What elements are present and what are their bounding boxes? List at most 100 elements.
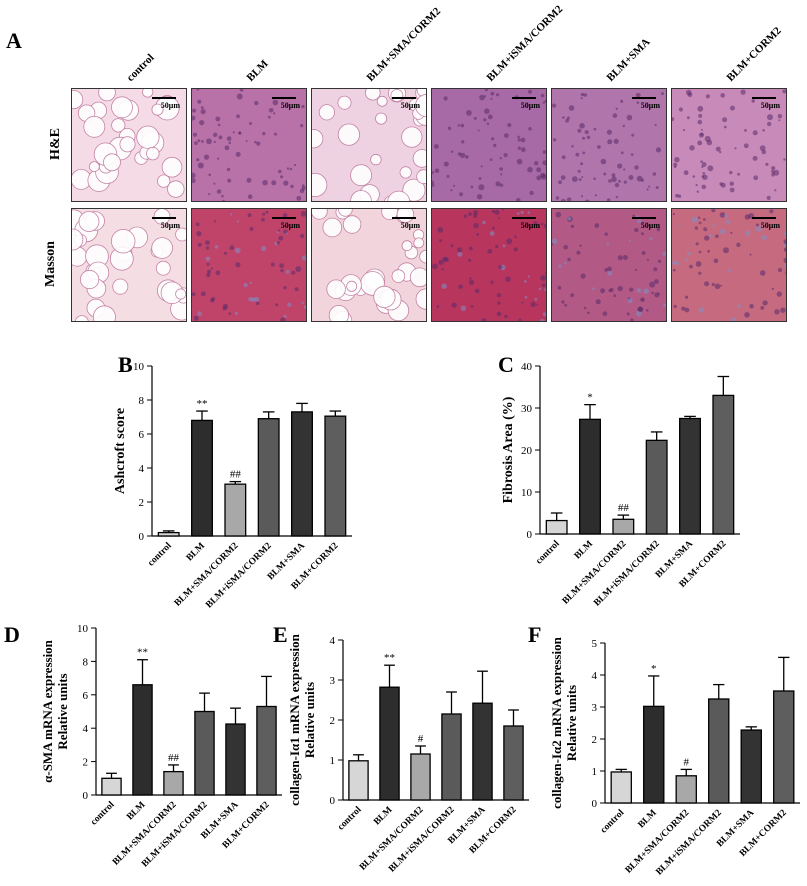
y-axis-label-units: Relative units bbox=[564, 685, 579, 761]
y-tick-label: 30 bbox=[521, 403, 533, 415]
y-tick-label: 0 bbox=[83, 790, 89, 802]
x-tick-label: control bbox=[89, 800, 117, 828]
significance-label: ** bbox=[137, 647, 148, 659]
y-tick-label: 20 bbox=[521, 445, 533, 457]
y-tick-label: 2 bbox=[83, 757, 89, 769]
x-tick-label: control bbox=[599, 808, 627, 836]
y-axis-label: Fibrosis Area (%) bbox=[501, 396, 516, 503]
bar-blm-corm2 bbox=[503, 725, 524, 801]
y-tick-label: 4 bbox=[330, 635, 336, 647]
scale-bar-label: 50μm bbox=[400, 101, 420, 110]
bar-blm-isma-corm2 bbox=[645, 439, 668, 535]
x-tick-label: BLM bbox=[573, 539, 595, 561]
y-tick-label: 5 bbox=[592, 638, 598, 650]
y-tick-label: 0 bbox=[330, 795, 336, 807]
bar-blm-sma bbox=[472, 702, 493, 801]
micrograph-image: 50μm bbox=[551, 208, 667, 322]
y-tick-label: 10 bbox=[133, 361, 145, 373]
significance-label: # bbox=[684, 756, 690, 768]
chart-asma-mrna: 0 2 4 6 8 10 α-SMA mRNA expression Relative uni… bbox=[40, 623, 282, 870]
bar-blm-isma-corm2 bbox=[708, 698, 730, 804]
y-tick-label: 1 bbox=[592, 766, 598, 778]
chart-collagen-ia1-mrna: 0 1 2 3 4 collagen-Iα1 mRNA expression Relativ… bbox=[287, 633, 529, 875]
scale-bar-label: 50μm bbox=[520, 101, 540, 110]
bar-control bbox=[157, 531, 180, 537]
scale-bar bbox=[752, 97, 776, 99]
y-tick-label: 8 bbox=[83, 656, 89, 668]
bar-control bbox=[101, 777, 122, 796]
micrograph-image: 50μm bbox=[311, 208, 427, 322]
bar-blm-sma bbox=[679, 417, 701, 535]
bar-blm bbox=[579, 418, 601, 535]
bar-blm bbox=[643, 705, 665, 804]
y-tick-label: 10 bbox=[77, 623, 89, 635]
micrograph-image: 50μm bbox=[431, 88, 547, 202]
y-axis-label: collagen-Iα2 mRNA expression bbox=[549, 636, 564, 808]
bar-blm-sma-corm2 bbox=[163, 770, 184, 796]
bar-control bbox=[348, 760, 369, 801]
scale-bar bbox=[392, 97, 416, 99]
micrograph-image: 50μm bbox=[671, 88, 787, 202]
y-tick-label: 3 bbox=[330, 675, 336, 687]
micrograph-image: 50μm bbox=[191, 208, 307, 322]
chart-fibrosis-area: 0 10 20 30 40 Fibrosis Area (%) control * BLM ## B… bbox=[501, 361, 740, 609]
scale-bar bbox=[752, 217, 776, 219]
scale-bar-label: 50μm bbox=[280, 101, 300, 110]
significance-label: ** bbox=[384, 652, 395, 664]
significance-label: ## bbox=[618, 502, 630, 514]
scale-bar bbox=[392, 217, 416, 219]
y-tick-label: 2 bbox=[330, 715, 336, 727]
bar-blm-sma-corm2 bbox=[410, 753, 431, 801]
micrograph-image: 50μm bbox=[311, 88, 427, 202]
panel-letter-f: F bbox=[528, 622, 542, 647]
bar-blm-isma-corm2 bbox=[257, 418, 280, 537]
y-axis-label: Ashcroft score bbox=[113, 408, 128, 494]
scale-bar-label: 50μm bbox=[520, 221, 540, 230]
y-tick-label: 2 bbox=[139, 497, 145, 509]
x-tick-label: BLM bbox=[372, 805, 394, 827]
significance-label: * bbox=[587, 392, 593, 404]
significance-label: # bbox=[418, 733, 424, 745]
row-label: Masson bbox=[42, 241, 58, 287]
scale-bar-label: 50μm bbox=[160, 221, 180, 230]
bar-blm-corm2 bbox=[256, 705, 277, 796]
y-tick-label: 4 bbox=[139, 463, 145, 475]
micrograph-image: 50μm bbox=[71, 208, 187, 322]
y-tick-label: 6 bbox=[83, 690, 89, 702]
x-tick-label: BLM bbox=[185, 541, 207, 563]
scale-bar bbox=[152, 97, 176, 99]
bar-blm-sma bbox=[225, 723, 246, 796]
x-tick-label: BLM+iSMA/CORM2 bbox=[654, 808, 724, 878]
bar-blm-isma-corm2 bbox=[441, 713, 462, 801]
x-tick-label: BLM bbox=[636, 808, 658, 830]
panel-letter-e: E bbox=[273, 622, 288, 647]
micrograph-image: 50μm bbox=[671, 208, 787, 322]
significance-label: ## bbox=[230, 469, 242, 481]
bar-blm-sma bbox=[291, 411, 313, 537]
x-tick-label: BLM+SMA/CORM2 bbox=[173, 541, 241, 609]
panel-letter-d: D bbox=[4, 622, 20, 647]
x-tick-label: BLM bbox=[125, 800, 147, 822]
significance-label: ## bbox=[168, 752, 180, 764]
y-axis-label-units: Relative units bbox=[302, 682, 317, 758]
scale-bar-label: 50μm bbox=[160, 101, 180, 110]
y-tick-label: 2 bbox=[592, 734, 598, 746]
y-tick-label: 4 bbox=[83, 723, 89, 735]
scale-bar-label: 50μm bbox=[640, 221, 660, 230]
y-tick-label: 0 bbox=[139, 531, 145, 543]
scale-bar-label: 50μm bbox=[760, 221, 780, 230]
column-label: BLM bbox=[244, 57, 271, 84]
bar-control bbox=[545, 519, 568, 535]
x-tick-label: control bbox=[336, 805, 364, 833]
bar-blm-corm2 bbox=[324, 415, 347, 537]
x-tick-label: control bbox=[146, 541, 174, 569]
y-tick-label: 0 bbox=[592, 798, 598, 810]
scale-bar bbox=[512, 217, 536, 219]
bar-blm-corm2 bbox=[773, 690, 795, 804]
y-axis-label: α-SMA mRNA expression bbox=[40, 639, 55, 783]
panel-letter-c: C bbox=[498, 352, 514, 377]
scale-bar bbox=[632, 217, 656, 219]
y-tick-label: 10 bbox=[521, 487, 533, 499]
y-tick-label: 40 bbox=[521, 361, 533, 373]
scale-bar bbox=[272, 217, 296, 219]
